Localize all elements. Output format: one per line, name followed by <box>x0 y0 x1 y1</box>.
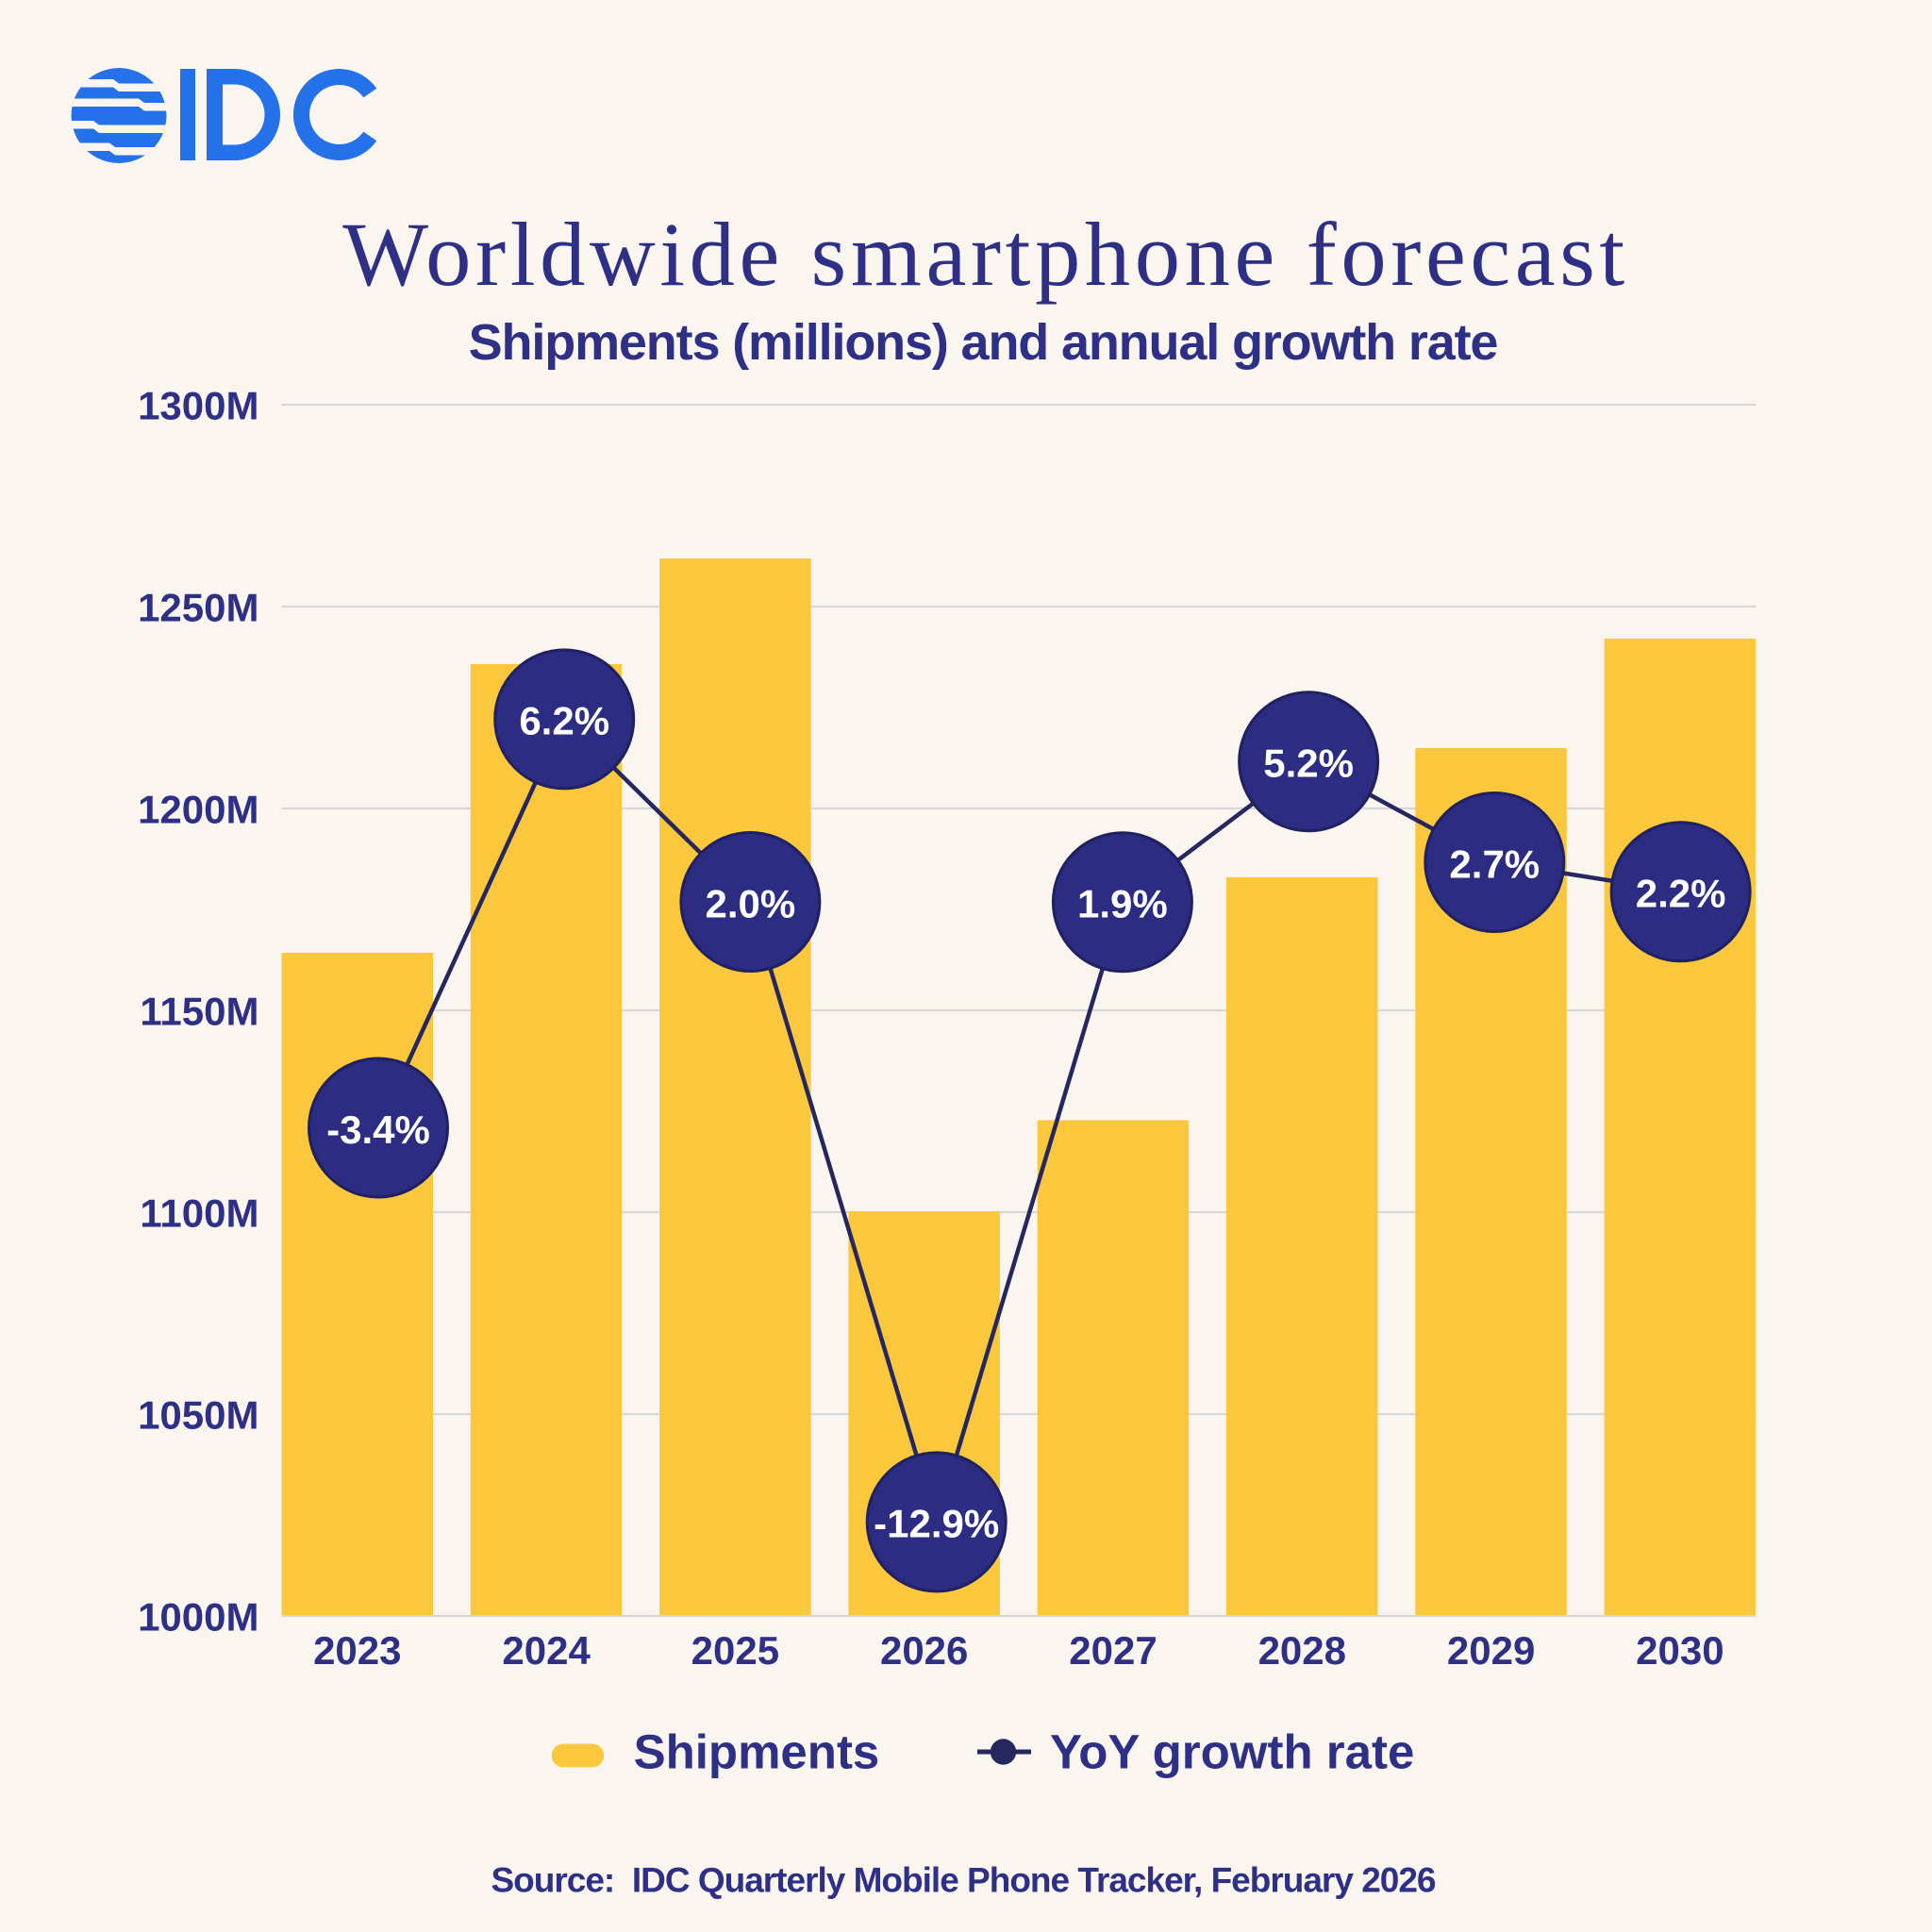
svg-text:6.2%: 6.2% <box>519 699 609 743</box>
svg-text:YoY growth rate: YoY growth rate <box>1050 1725 1414 1779</box>
svg-text:2025: 2025 <box>691 1628 779 1673</box>
svg-text:1000M: 1000M <box>138 1595 258 1640</box>
svg-text:Shipments (millions) and annua: Shipments (millions) and annual growth r… <box>469 314 1498 371</box>
svg-text:2.7%: 2.7% <box>1449 841 1540 886</box>
svg-text:Worldwide smartphone forecast: Worldwide smartphone forecast <box>342 204 1629 305</box>
svg-text:2026: 2026 <box>880 1628 968 1673</box>
svg-text:1.9%: 1.9% <box>1077 882 1168 926</box>
svg-text:1100M: 1100M <box>140 1191 258 1236</box>
svg-text:1200M: 1200M <box>138 788 258 832</box>
svg-text:1150M: 1150M <box>140 990 258 1034</box>
svg-text:Shipments: Shipments <box>634 1725 880 1779</box>
svg-text:5.2%: 5.2% <box>1263 741 1354 786</box>
svg-text:2023: 2023 <box>313 1628 401 1673</box>
svg-text:-3.4%: -3.4% <box>326 1108 430 1152</box>
svg-text:2029: 2029 <box>1447 1628 1535 1673</box>
svg-text:-12.9%: -12.9% <box>874 1502 999 1546</box>
svg-text:2030: 2030 <box>1636 1628 1724 1673</box>
svg-text:2028: 2028 <box>1258 1628 1346 1673</box>
svg-text:2.0%: 2.0% <box>706 881 796 925</box>
svg-text:2027: 2027 <box>1069 1628 1157 1673</box>
svg-text:2.2%: 2.2% <box>1636 872 1726 916</box>
svg-text:1050M: 1050M <box>138 1393 258 1438</box>
svg-text:Source: IDC Quarterly Mobile: Source: IDC Quarterly Mobile Phone Track… <box>491 1861 1436 1900</box>
svg-text:1300M: 1300M <box>138 384 258 428</box>
svg-text:1250M: 1250M <box>138 586 258 630</box>
svg-text:2024: 2024 <box>502 1628 591 1673</box>
